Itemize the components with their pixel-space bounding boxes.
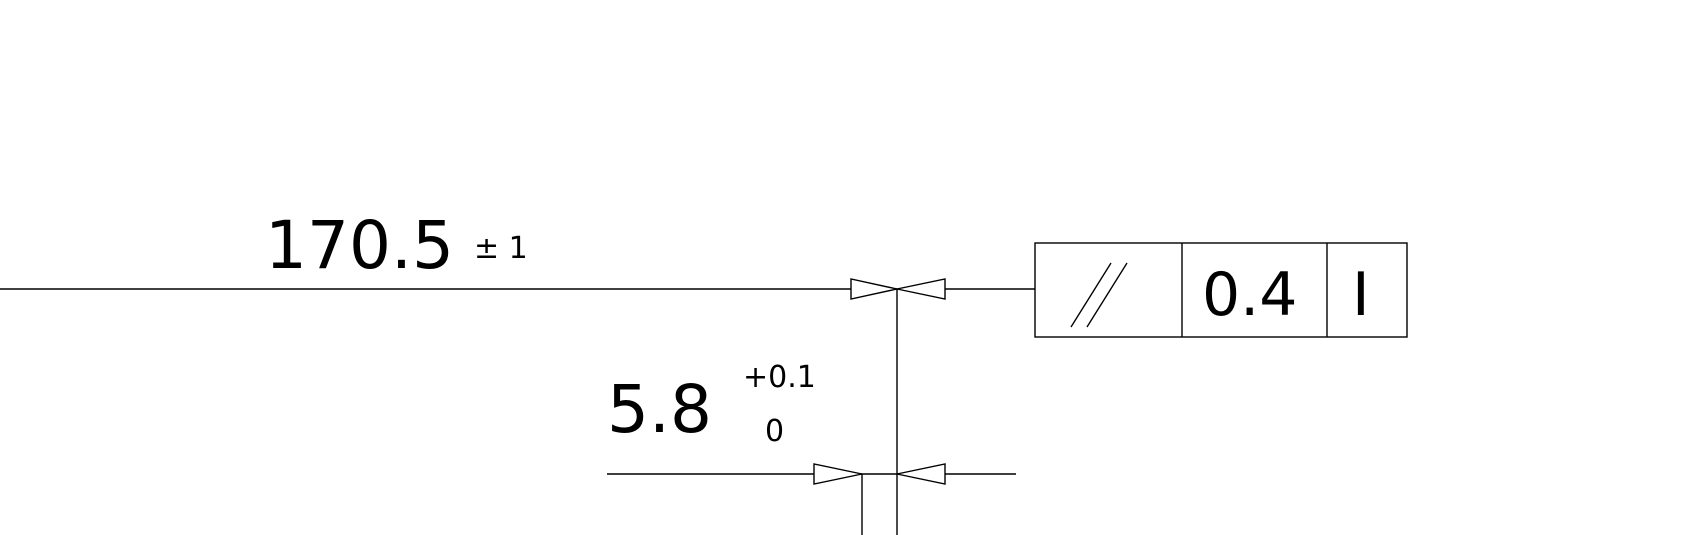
dimension-thickness-lower-tol: 0 [765, 414, 784, 449]
arrowhead-right-lower [896, 463, 946, 485]
fcf-tolerance-value: 0.4 [1202, 260, 1297, 330]
arrowhead-right-upper [896, 278, 946, 300]
arrowhead-left-lower [813, 463, 863, 485]
fcf-datum: I [1352, 260, 1370, 330]
dimension-thickness-value: 5.8 [607, 371, 712, 448]
dimension-length-value: 170.5 [265, 207, 454, 284]
feature-control-frame [1034, 242, 1408, 338]
dimension-length-tolerance: ± 1 [474, 231, 528, 266]
parallelism-icon [1070, 262, 1128, 328]
arrowhead-left-upper [850, 278, 898, 300]
dimension-thickness-upper-tol: +0.1 [743, 360, 816, 395]
